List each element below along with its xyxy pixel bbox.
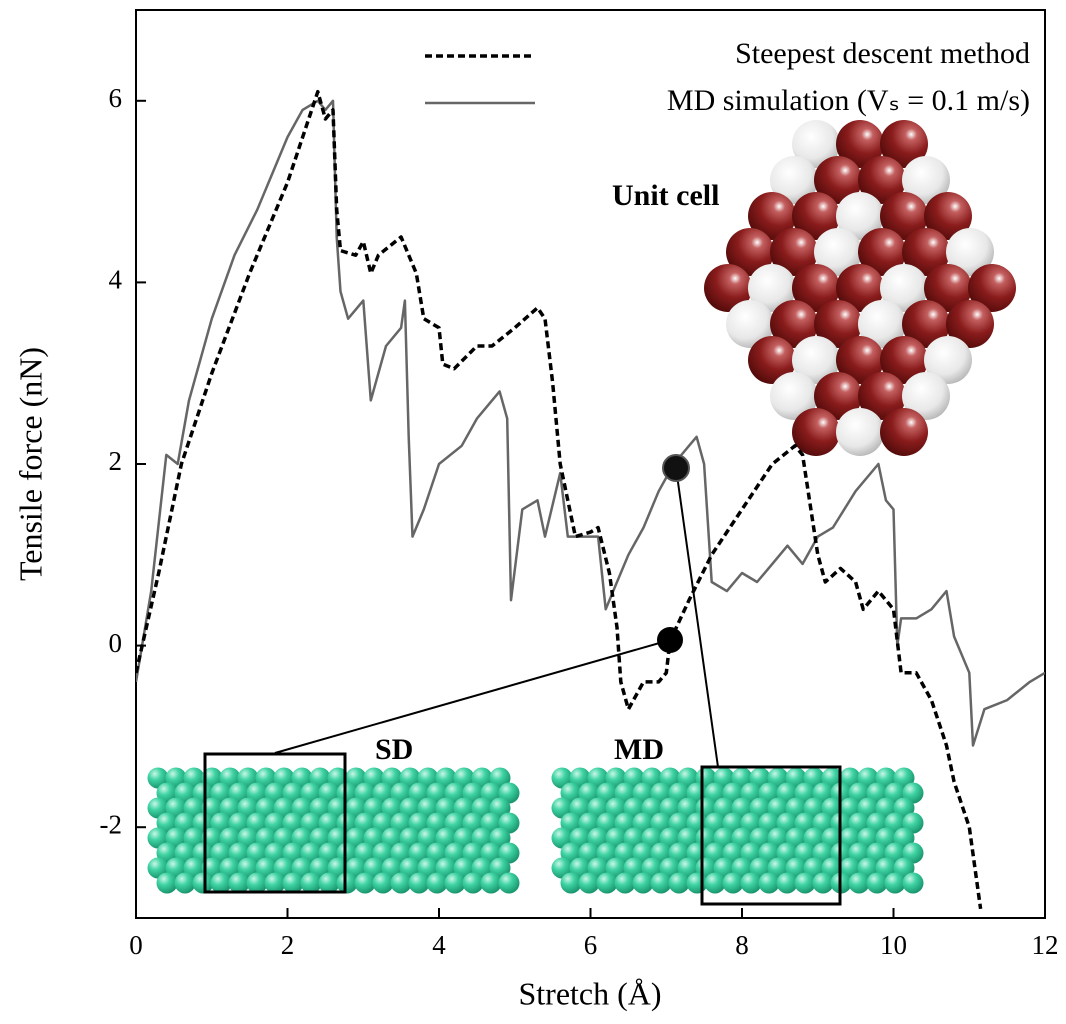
atom [229,873,250,894]
unit-cell-atom [836,408,884,456]
chart: 0 2 4 6 8 10 12 -2 0 2 4 6 Stretch (Å) Tensile forc… [0,0,1066,1024]
legend-label: MD simulation (Vₛ = 0.1 m/s) [667,84,1030,117]
x-tick-label: 12 [1032,930,1059,960]
atom [157,873,178,894]
x-tick-label: 0 [129,930,143,960]
annotation: MD [614,733,664,766]
atom [499,873,520,894]
atom [409,873,430,894]
x-axis-label: Stretch (Å) [518,975,661,1011]
atom [759,873,780,894]
unit-cell-atom [792,408,840,456]
atom [705,873,726,894]
y-tick-label: 2 [109,446,123,476]
legend: Steepest descent method MD simulation (Vₛ… [425,37,1030,117]
atom [193,873,214,894]
atom [247,873,268,894]
atom [463,873,484,894]
unit-cell-atom [880,408,928,456]
atom [795,873,816,894]
atom [687,873,708,894]
atom [867,873,888,894]
x-tick-label: 8 [735,930,749,960]
atom [903,873,924,894]
annotation: SD [375,733,413,766]
atom [849,873,870,894]
x-tick-label: 10 [880,930,907,960]
annotation: Unit cell [612,179,719,212]
atom [561,873,582,894]
atom [355,873,376,894]
atom [885,873,906,894]
atom [651,873,672,894]
atom [445,873,466,894]
atom [175,873,196,894]
atom [373,873,394,894]
insets [148,120,1017,894]
atom [211,873,232,894]
legend-label: Steepest descent method [735,37,1030,70]
atom [579,873,600,894]
atom [301,873,322,894]
y-axis-label: Tensile force (nN) [12,347,48,581]
atom [615,873,636,894]
callout-point [657,627,683,653]
atom [427,873,448,894]
y-tick-label: 6 [109,83,123,113]
atom [319,873,340,894]
atom [741,873,762,894]
x-tick-label: 6 [584,930,598,960]
y-tick-label: 0 [109,628,123,658]
atom [337,873,358,894]
atom [481,873,502,894]
x-tick-label: 2 [281,930,295,960]
atom [777,873,798,894]
atom [265,873,286,894]
atom [723,873,744,894]
y-tick-label: -2 [100,809,123,839]
callout-line [275,640,670,753]
callout-point [663,455,689,481]
y-tick-label: 4 [109,265,123,295]
atom [669,873,690,894]
atom [283,873,304,894]
atom [391,873,412,894]
atom [597,873,618,894]
x-tick-label: 4 [432,930,446,960]
atom [813,873,834,894]
atom [633,873,654,894]
